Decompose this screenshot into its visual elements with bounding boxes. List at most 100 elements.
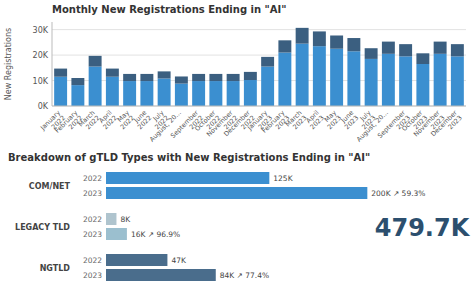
grid-line: [52, 29, 466, 30]
bar-segment: [261, 57, 274, 67]
bar-segment: [416, 64, 429, 106]
data-label: 16K ↗ 96.9%: [131, 230, 180, 239]
bar-segment: [382, 42, 395, 54]
bar-segment: [71, 85, 84, 106]
y-axis-label: New Registrations: [4, 28, 13, 100]
bar: [106, 254, 167, 266]
bar-segment: [158, 71, 171, 78]
bar-segment: [313, 46, 326, 106]
x-tick-label: March2022: [77, 109, 102, 134]
grid-line: [52, 106, 466, 107]
bar-segment: [89, 56, 102, 67]
bar-segment: [365, 59, 378, 106]
x-axis-line: [52, 106, 466, 107]
x-tick-label: March2023: [284, 109, 309, 134]
series-label: 2022: [83, 256, 102, 265]
bar-segment: [244, 72, 257, 80]
bar-segment: [278, 53, 291, 106]
bar-segment: [106, 69, 119, 77]
bar-segment: [399, 44, 412, 56]
category-label: COM/NET: [29, 182, 71, 191]
bar-segment: [209, 81, 222, 106]
x-tick-label: April2023: [303, 109, 326, 132]
series-label: 2022: [83, 174, 102, 183]
bars: [54, 28, 464, 106]
bar-segment: [71, 78, 84, 85]
x-tick-label-line: 2022: [119, 114, 136, 131]
bar-segment: [434, 42, 447, 54]
annotation: 479.7K: [375, 214, 471, 242]
bar-segment: [140, 74, 153, 81]
bar-segment: [330, 35, 343, 48]
bar-segment: [347, 51, 360, 106]
bar-segment: [451, 44, 464, 56]
bar-segment: [399, 56, 412, 106]
bar-segment: [175, 84, 188, 106]
x-tick-label-line: 2023: [343, 114, 360, 131]
bottom-chart: Breakdown of gTLD Types with New Registr…: [8, 152, 471, 281]
bar-segment: [278, 40, 291, 52]
y-tick-label: 0K: [38, 102, 49, 111]
data-label: 125K: [273, 174, 293, 183]
series-label: 2022: [83, 215, 102, 224]
x-tick-label: April2022: [96, 109, 119, 132]
bar-segment: [175, 76, 188, 83]
x-tick-label: June2022: [131, 109, 153, 131]
bar-segment: [106, 77, 119, 106]
bar-segment: [244, 80, 257, 106]
y-tick-label: 10K: [33, 77, 49, 86]
bar: [106, 269, 216, 281]
x-tick-label-line: 2022: [101, 114, 118, 131]
y-axis-line: [52, 22, 53, 106]
data-label: 8K: [120, 215, 131, 224]
bar-segment: [209, 74, 222, 81]
data-label: 84K ↗ 77.4%: [220, 271, 269, 280]
bar-segment: [434, 54, 447, 106]
bar-segment: [192, 74, 205, 81]
chart-title: Monthly New Registrations Ending in "AI": [52, 4, 286, 15]
bars: [106, 172, 367, 281]
bar-segment: [227, 81, 240, 106]
bar-segment: [296, 44, 309, 106]
bar-segment: [416, 53, 429, 64]
bar: [106, 172, 269, 184]
category-label: NGTLD: [40, 264, 71, 273]
bar-segment: [313, 31, 326, 46]
bar-segment: [261, 67, 274, 106]
x-tick-label: December2023: [429, 109, 464, 144]
bar-segment: [123, 74, 136, 81]
bar: [106, 228, 127, 240]
bar-segment: [89, 67, 102, 106]
series-label: 2023: [83, 271, 102, 280]
bar-segment: [140, 81, 153, 106]
bar: [106, 213, 116, 225]
bar-segment: [296, 28, 309, 44]
bar-segment: [158, 79, 171, 106]
series-label: 2023: [83, 189, 102, 198]
bar-segment: [192, 81, 205, 106]
bar: [106, 187, 367, 199]
top-chart: Monthly New Registrations Ending in "AI"…: [4, 4, 466, 145]
y-tick-label: 30K: [33, 26, 49, 35]
series-label: 2023: [83, 230, 102, 239]
bar-segment: [451, 56, 464, 106]
bar-segment: [54, 77, 67, 106]
bar-segment: [123, 81, 136, 106]
data-label: 200K ↗ 59.3%: [371, 189, 425, 198]
bar-segment: [330, 49, 343, 106]
y-tick-label: 20K: [33, 51, 49, 60]
category-label: LEGACY TLD: [15, 223, 70, 232]
x-tick-label: June2023: [338, 109, 360, 131]
bar-segment: [227, 74, 240, 81]
x-tick-label-line: 2023: [326, 114, 343, 131]
x-tick-label-line: 2022: [136, 114, 153, 131]
x-tick-label-line: 2023: [446, 114, 463, 131]
chart-title: Breakdown of gTLD Types with New Registr…: [8, 152, 370, 163]
x-tick-label-line: 2022: [84, 114, 101, 131]
data-label: 47K: [171, 256, 187, 265]
bar-segment: [365, 48, 378, 59]
bar-segment: [347, 38, 360, 51]
x-tick-label-line: 2023: [308, 114, 325, 131]
x-tick-label-line: 2023: [291, 114, 308, 131]
bar-segment: [54, 69, 67, 77]
